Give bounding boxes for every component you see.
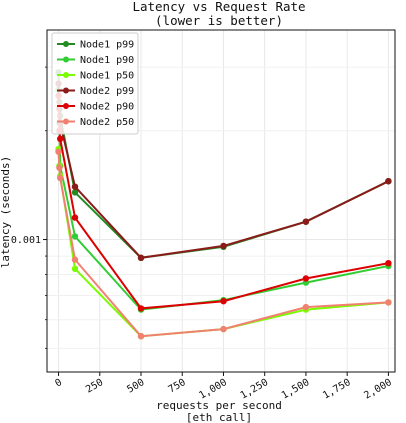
data-point	[71, 189, 79, 196]
legend: Node1 p99 Node1 p90 Node1 p50 Node2 p99 Node…	[51, 32, 139, 135]
data-point	[137, 254, 145, 261]
x-tick-label: 1,500	[280, 377, 312, 402]
legend-label: Node1 p90	[80, 55, 134, 66]
legend-label: Node1 p99	[80, 40, 134, 51]
data-point	[71, 183, 79, 190]
data-point	[56, 164, 63, 171]
legend-swatch-marker	[63, 56, 69, 63]
x-axis-label-sub: [eth_call]	[186, 411, 252, 423]
x-tick-label: 1,250	[239, 377, 271, 402]
data-point	[55, 148, 62, 155]
legend-label: Node2 p90	[80, 102, 134, 113]
legend-swatch-marker	[63, 72, 69, 78]
plot-frame	[46, 29, 396, 373]
x-tick-label: 2,000	[362, 377, 394, 402]
data-point	[302, 303, 310, 311]
data-point	[220, 298, 227, 305]
data-point	[71, 214, 79, 221]
legend-swatch-marker	[63, 41, 69, 47]
y-tick-label: 0.001	[11, 235, 41, 246]
data-point	[137, 333, 145, 340]
y-axis-ticks: 0.001	[11, 66, 47, 349]
data-point	[385, 178, 392, 185]
data-point	[220, 242, 227, 250]
legend-swatch-marker	[63, 118, 69, 125]
x-tick-label: 1,000	[197, 377, 229, 402]
data-point	[71, 265, 79, 272]
x-tick-label: 500	[125, 377, 146, 396]
data-point	[220, 325, 227, 333]
x-axis-ticks: 0 250 500 750 1,000 1,250 1,500 1,750 2,000	[53, 372, 394, 402]
y-axis-label: latency (seconds)	[0, 156, 12, 269]
legend-label: Node1 p50	[80, 71, 134, 82]
x-tick-label: 750	[167, 377, 188, 396]
x-tick-label: 0	[53, 377, 64, 390]
chart-title: Latency vs Request Rate	[132, 0, 305, 14]
data-point	[385, 260, 392, 267]
x-axis-label: requests per second	[156, 399, 282, 412]
x-tick-label: 250	[84, 377, 105, 396]
x-tick-label: 1,750	[321, 377, 353, 402]
data-point	[302, 275, 310, 282]
legend-label: Node2 p50	[80, 117, 134, 128]
chart-subtitle: (lower is better)	[155, 13, 283, 28]
data-point	[57, 174, 64, 182]
data-point	[385, 299, 392, 306]
series-node2-p50	[55, 148, 392, 340]
legend-swatch-marker	[63, 103, 69, 109]
legend-swatch-marker	[63, 87, 69, 94]
data-point	[302, 218, 310, 225]
data-point	[71, 256, 79, 263]
legend-box	[51, 32, 139, 135]
data-point	[71, 233, 79, 240]
data-point	[137, 305, 145, 312]
data-point	[57, 135, 64, 142]
legend-label: Node2 p99	[80, 86, 134, 97]
